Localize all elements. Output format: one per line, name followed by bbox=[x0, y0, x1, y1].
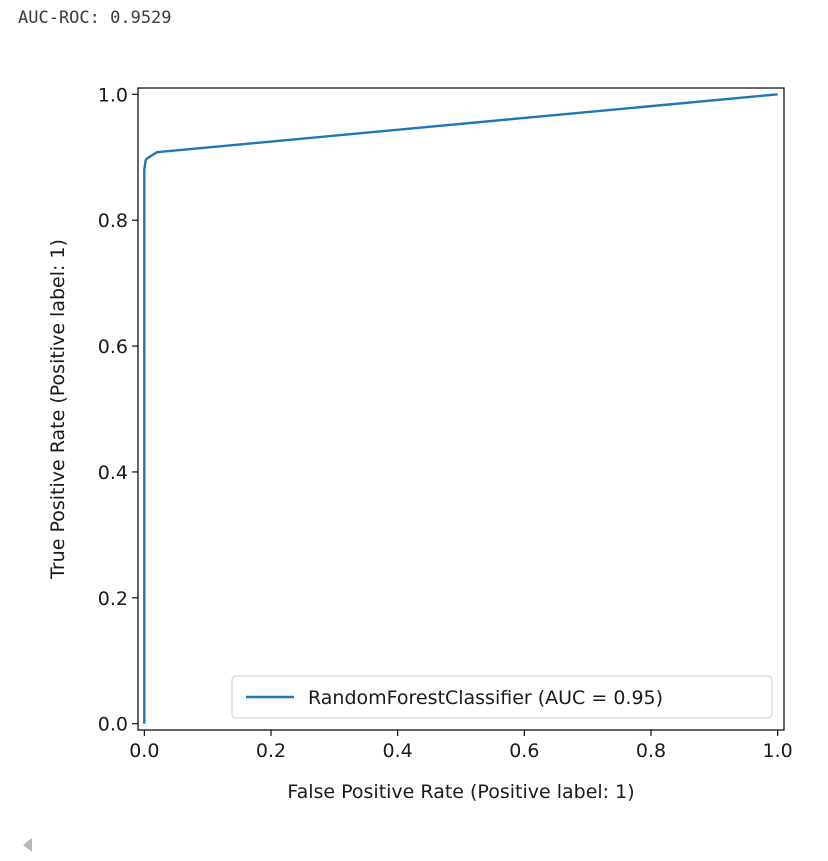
y-tick-label: 0.0 bbox=[98, 714, 128, 736]
roc-curve-line bbox=[143, 93, 778, 724]
x-axis-label: False Positive Rate (Positive label: 1) bbox=[287, 781, 634, 803]
figure-panel: 0.0 0.2 0.4 0.6 0.8 1.0 0.0 0.2 0.4 0.6 0.8 1.0 Fals… bbox=[30, 68, 814, 826]
axes-frame bbox=[137, 87, 785, 731]
legend-box bbox=[231, 675, 773, 719]
x-tick-label: 0.4 bbox=[383, 740, 413, 762]
output-text: AUC-ROC: 0.9529 bbox=[18, 8, 172, 28]
scroll-left-arrow-icon[interactable] bbox=[23, 838, 32, 852]
y-axis-label: True Positive Rate (Positive label: 1) bbox=[47, 239, 69, 580]
y-tick-label: 1.0 bbox=[98, 84, 128, 106]
x-tick-label: 0.6 bbox=[509, 740, 539, 762]
y-tick-label: 0.2 bbox=[98, 588, 128, 610]
x-tick-label: 0.8 bbox=[636, 740, 666, 762]
x-tick-label: 0.0 bbox=[129, 740, 159, 762]
y-tick-label: 0.6 bbox=[98, 336, 128, 358]
x-tick-label: 1.0 bbox=[763, 740, 793, 762]
legend-label: RandomForestClassifier (AUC = 0.95) bbox=[308, 687, 663, 709]
roc-chart: 0.0 0.2 0.4 0.6 0.8 1.0 0.0 0.2 0.4 0.6 0.8 1.0 Fals… bbox=[47, 84, 793, 803]
y-tick-label: 0.4 bbox=[98, 462, 128, 484]
x-tick-label: 0.2 bbox=[256, 740, 286, 762]
y-tick-label: 0.8 bbox=[98, 210, 128, 232]
